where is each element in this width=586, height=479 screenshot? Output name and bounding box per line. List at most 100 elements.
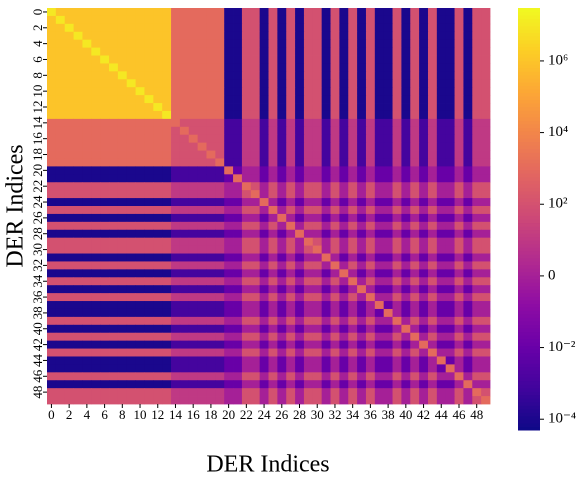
- y-tick-label: 28: [30, 227, 45, 240]
- heatmap-cell: [82, 150, 92, 159]
- heatmap-cell: [401, 39, 411, 48]
- heatmap-cell: [410, 79, 420, 88]
- heatmap-cell: [454, 253, 464, 262]
- heatmap-cell: [392, 396, 402, 405]
- heatmap-cell: [171, 245, 181, 254]
- y-tick-label: 0: [30, 9, 45, 16]
- heatmap-cell: [419, 396, 429, 405]
- heatmap-cell: [126, 253, 136, 262]
- heatmap-cell: [179, 126, 190, 136]
- heatmap-cell: [162, 190, 172, 199]
- heatmap-cell: [197, 308, 207, 318]
- heatmap-cell: [383, 372, 393, 381]
- heatmap-cell: [481, 63, 491, 72]
- heatmap-cell: [259, 380, 269, 389]
- heatmap-cell: [286, 364, 296, 373]
- heatmap-cell: [365, 221, 376, 231]
- heatmap-cell: [250, 229, 261, 239]
- heatmap-cell: [365, 245, 376, 254]
- heatmap-cell: [206, 174, 216, 183]
- heatmap-cell: [206, 47, 216, 56]
- heatmap-cell: [117, 364, 128, 373]
- heatmap-cell: [295, 261, 305, 270]
- heatmap-cell: [171, 221, 181, 231]
- heatmap-cell: [126, 396, 136, 405]
- heatmap-cell: [454, 388, 464, 397]
- heatmap-cell: [268, 158, 278, 167]
- heatmap-cell: [392, 31, 402, 41]
- heatmap-cell: [241, 269, 252, 278]
- heatmap-cell: [303, 110, 314, 120]
- heatmap-cell: [91, 301, 101, 310]
- heatmap-cell: [250, 55, 261, 64]
- heatmap-cell: [82, 380, 92, 389]
- heatmap-cell: [153, 31, 163, 41]
- heatmap-cell: [117, 39, 128, 48]
- heatmap-cell: [330, 150, 340, 159]
- heatmap-cell: [401, 55, 411, 64]
- heatmap-cell: [401, 142, 411, 151]
- heatmap-cell: [277, 253, 287, 262]
- heatmap-cell: [410, 134, 420, 144]
- heatmap-cell: [135, 348, 145, 357]
- heatmap-cell: [47, 63, 57, 72]
- heatmap-cell: [410, 301, 420, 310]
- colorbar-slice: [518, 67, 540, 72]
- heatmap-cell: [82, 95, 92, 104]
- heatmap-cell: [135, 261, 145, 270]
- heatmap-cell: [410, 126, 420, 136]
- heatmap-cell: [224, 39, 234, 48]
- heatmap-cell: [374, 301, 385, 310]
- heatmap-cell: [357, 356, 367, 365]
- heatmap-cell: [109, 71, 119, 80]
- heatmap-cell: [472, 103, 482, 112]
- heatmap-cell: [445, 15, 455, 25]
- heatmap-cell: [233, 237, 243, 246]
- heatmap-cell: [472, 95, 482, 104]
- heatmap-cell: [463, 8, 473, 17]
- heatmap-cell: [472, 79, 482, 88]
- heatmap-cell: [215, 364, 225, 373]
- heatmap-cell: [419, 301, 429, 310]
- heatmap-cell: [268, 316, 278, 326]
- heatmap-cell: [55, 174, 66, 183]
- heatmap-cell: [100, 229, 110, 239]
- heatmap-cell: [47, 174, 57, 183]
- heatmap-cell: [401, 31, 411, 41]
- heatmap-cell: [179, 198, 190, 207]
- heatmap-cell: [330, 253, 340, 262]
- heatmap-cell: [197, 8, 207, 17]
- heatmap-cell: [197, 237, 207, 246]
- heatmap-cell: [277, 55, 287, 64]
- heatmap-cell: [162, 39, 172, 48]
- heatmap-cell: [153, 237, 163, 246]
- heatmap-cell: [64, 87, 74, 96]
- heatmap-cell: [481, 237, 491, 246]
- heatmap-cell: [224, 23, 234, 33]
- heatmap-cell: [162, 245, 172, 254]
- heatmap-cell: [401, 261, 411, 270]
- heatmap-cell: [153, 332, 163, 342]
- heatmap-cell: [268, 95, 278, 104]
- heatmap-cell: [348, 380, 358, 389]
- heatmap-cell: [427, 324, 438, 334]
- heatmap-cell: [162, 63, 172, 72]
- heatmap-cell: [100, 174, 110, 183]
- heatmap-cell: [268, 182, 278, 191]
- colorbar-slice: [518, 387, 540, 392]
- heatmap-cell: [197, 87, 207, 96]
- heatmap-cell: [321, 206, 331, 215]
- heatmap-cell: [233, 118, 243, 128]
- heatmap-cell: [348, 190, 358, 199]
- heatmap-cell: [188, 47, 199, 56]
- heatmap-cell: [357, 118, 367, 128]
- heatmap-cell: [179, 293, 190, 302]
- heatmap-cell: [73, 31, 83, 41]
- heatmap-cell: [312, 261, 323, 270]
- heatmap-cell: [55, 55, 66, 64]
- heatmap-cell: [392, 158, 402, 167]
- y-tick-label: 6: [30, 56, 45, 63]
- colorbar-slice: [518, 169, 540, 174]
- heatmap-cell: [47, 134, 57, 144]
- heatmap-cell: [171, 316, 181, 326]
